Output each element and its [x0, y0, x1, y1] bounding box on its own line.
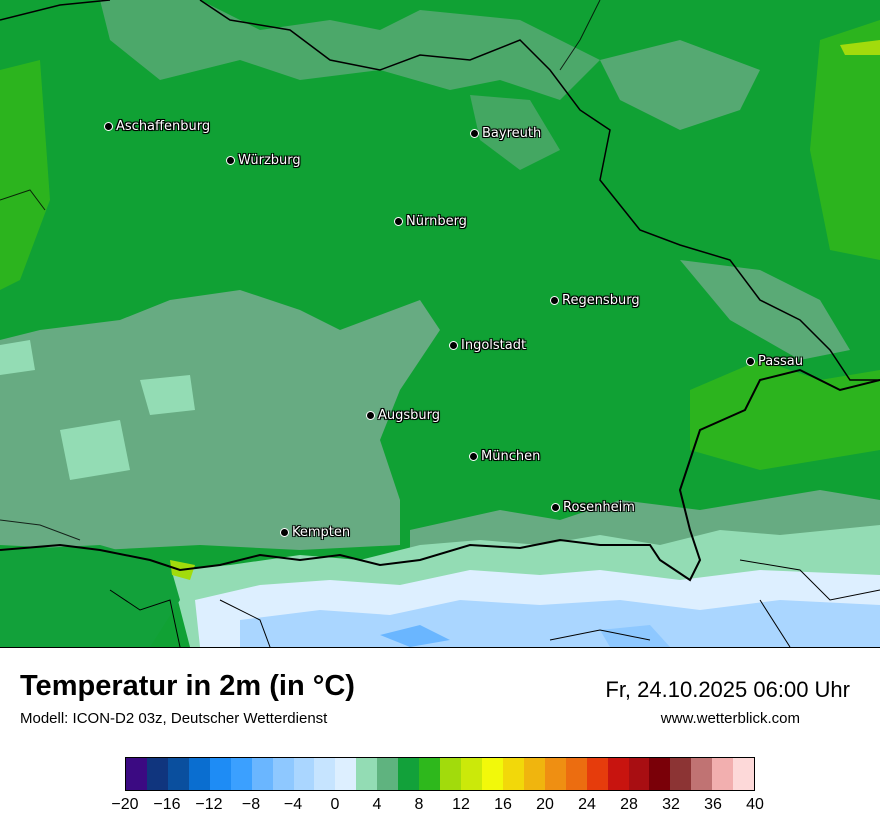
city-label: Aschaffenburg: [116, 119, 211, 134]
legend-swatch: [649, 758, 671, 790]
legend-swatch: [335, 758, 357, 790]
city-label: Regensburg: [562, 293, 640, 308]
legend-swatch: [670, 758, 692, 790]
legend-swatch: [126, 758, 147, 790]
temperature-map: Aschaffenburg Würzburg Bayreuth Nürnberg…: [0, 0, 880, 648]
city-label: München: [481, 449, 541, 464]
legend-swatch: [398, 758, 420, 790]
legend-swatch: [314, 758, 336, 790]
city-dot-icon: [469, 452, 478, 461]
legend-tick-label: −20: [111, 796, 139, 813]
legend-swatch: [209, 758, 231, 790]
legend-tick-label: 36: [704, 796, 722, 813]
color-legend: [125, 757, 755, 791]
forecast-datetime: Fr, 24.10.2025 06:00 Uhr: [605, 677, 850, 702]
city-label: Kempten: [292, 525, 351, 540]
legend-tick-label: 4: [372, 796, 382, 813]
city-dot-icon: [226, 156, 235, 165]
city-marker[interactable]: Regensburg: [550, 293, 640, 308]
city-marker[interactable]: Passau: [746, 354, 803, 369]
city-label: Würzburg: [238, 153, 301, 168]
legend-swatch: [419, 758, 441, 790]
city-dot-icon: [551, 503, 560, 512]
legend-swatch: [607, 758, 629, 790]
city-dot-icon: [280, 528, 289, 537]
legend-swatch: [377, 758, 399, 790]
legend-tick-label: −8: [241, 796, 261, 813]
legend-swatch: [146, 758, 168, 790]
legend-tick-label: −12: [195, 796, 223, 813]
city-dot-icon: [550, 296, 559, 305]
legend-swatch: [544, 758, 566, 790]
legend-tick-label: 40: [746, 796, 764, 813]
city-dot-icon: [746, 357, 755, 366]
legend-tick-label: 24: [578, 796, 596, 813]
city-label: Rosenheim: [563, 500, 635, 515]
legend-swatch: [188, 758, 210, 790]
city-label: Bayreuth: [482, 126, 542, 141]
legend-tick-label: 12: [452, 796, 470, 813]
legend-swatch: [293, 758, 315, 790]
legend-swatch: [251, 758, 273, 790]
legend-swatch: [356, 758, 378, 790]
city-marker[interactable]: Augsburg: [366, 408, 440, 423]
city-marker[interactable]: Aschaffenburg: [104, 119, 210, 134]
legend-tick-label: 0: [330, 796, 340, 813]
city-dot-icon: [394, 217, 403, 226]
legend-swatch: [230, 758, 252, 790]
legend-swatch: [628, 758, 650, 790]
legend-tick-label: 28: [620, 796, 638, 813]
city-dot-icon: [104, 122, 113, 131]
legend-swatch: [272, 758, 294, 790]
city-label: Augsburg: [378, 408, 441, 423]
map-canvas: [0, 0, 880, 647]
legend-swatch: [733, 758, 755, 790]
legend-swatch: [502, 758, 524, 790]
website-link[interactable]: www.wetterblick.com: [660, 710, 800, 727]
legend-swatch: [712, 758, 734, 790]
city-dot-icon: [449, 341, 458, 350]
legend-tick-label: 32: [662, 796, 680, 813]
legend-tick-label: −4: [283, 796, 303, 813]
legend-swatch: [461, 758, 482, 790]
city-marker[interactable]: Würzburg: [226, 153, 301, 168]
legend-tick-label: 20: [536, 796, 554, 813]
legend-tick-label: 8: [414, 796, 424, 813]
legend-swatch: [691, 758, 713, 790]
city-marker[interactable]: Kempten: [280, 525, 350, 540]
legend-swatch: [481, 758, 503, 790]
city-marker[interactable]: Rosenheim: [551, 500, 635, 515]
legend-swatch: [565, 758, 587, 790]
city-marker[interactable]: Bayreuth: [470, 126, 541, 141]
city-dot-icon: [366, 411, 375, 420]
legend-swatch: [523, 758, 545, 790]
legend-ticks: −20 −16 −12 −8 −4 0 4 8 12 16 20 24 28 32 36 40: [111, 796, 763, 816]
model-source: Modell: ICON-D2 03z, Deutscher Wetterdie…: [20, 710, 328, 727]
city-label: Nürnberg: [406, 214, 467, 229]
legend-tick-label: −16: [153, 796, 181, 813]
city-label: Ingolstadt: [461, 338, 527, 353]
city-marker[interactable]: Nürnberg: [394, 214, 467, 229]
legend-tick-label: 16: [494, 796, 512, 813]
city-marker[interactable]: München: [469, 449, 540, 464]
city-dot-icon: [470, 129, 479, 138]
legend-swatch: [167, 758, 189, 790]
legend-swatch: [586, 758, 608, 790]
city-marker[interactable]: Ingolstadt: [449, 338, 526, 353]
city-label: Passau: [758, 354, 803, 369]
legend-swatch: [440, 758, 461, 790]
map-title: Temperatur in 2m (in °C): [20, 670, 355, 702]
